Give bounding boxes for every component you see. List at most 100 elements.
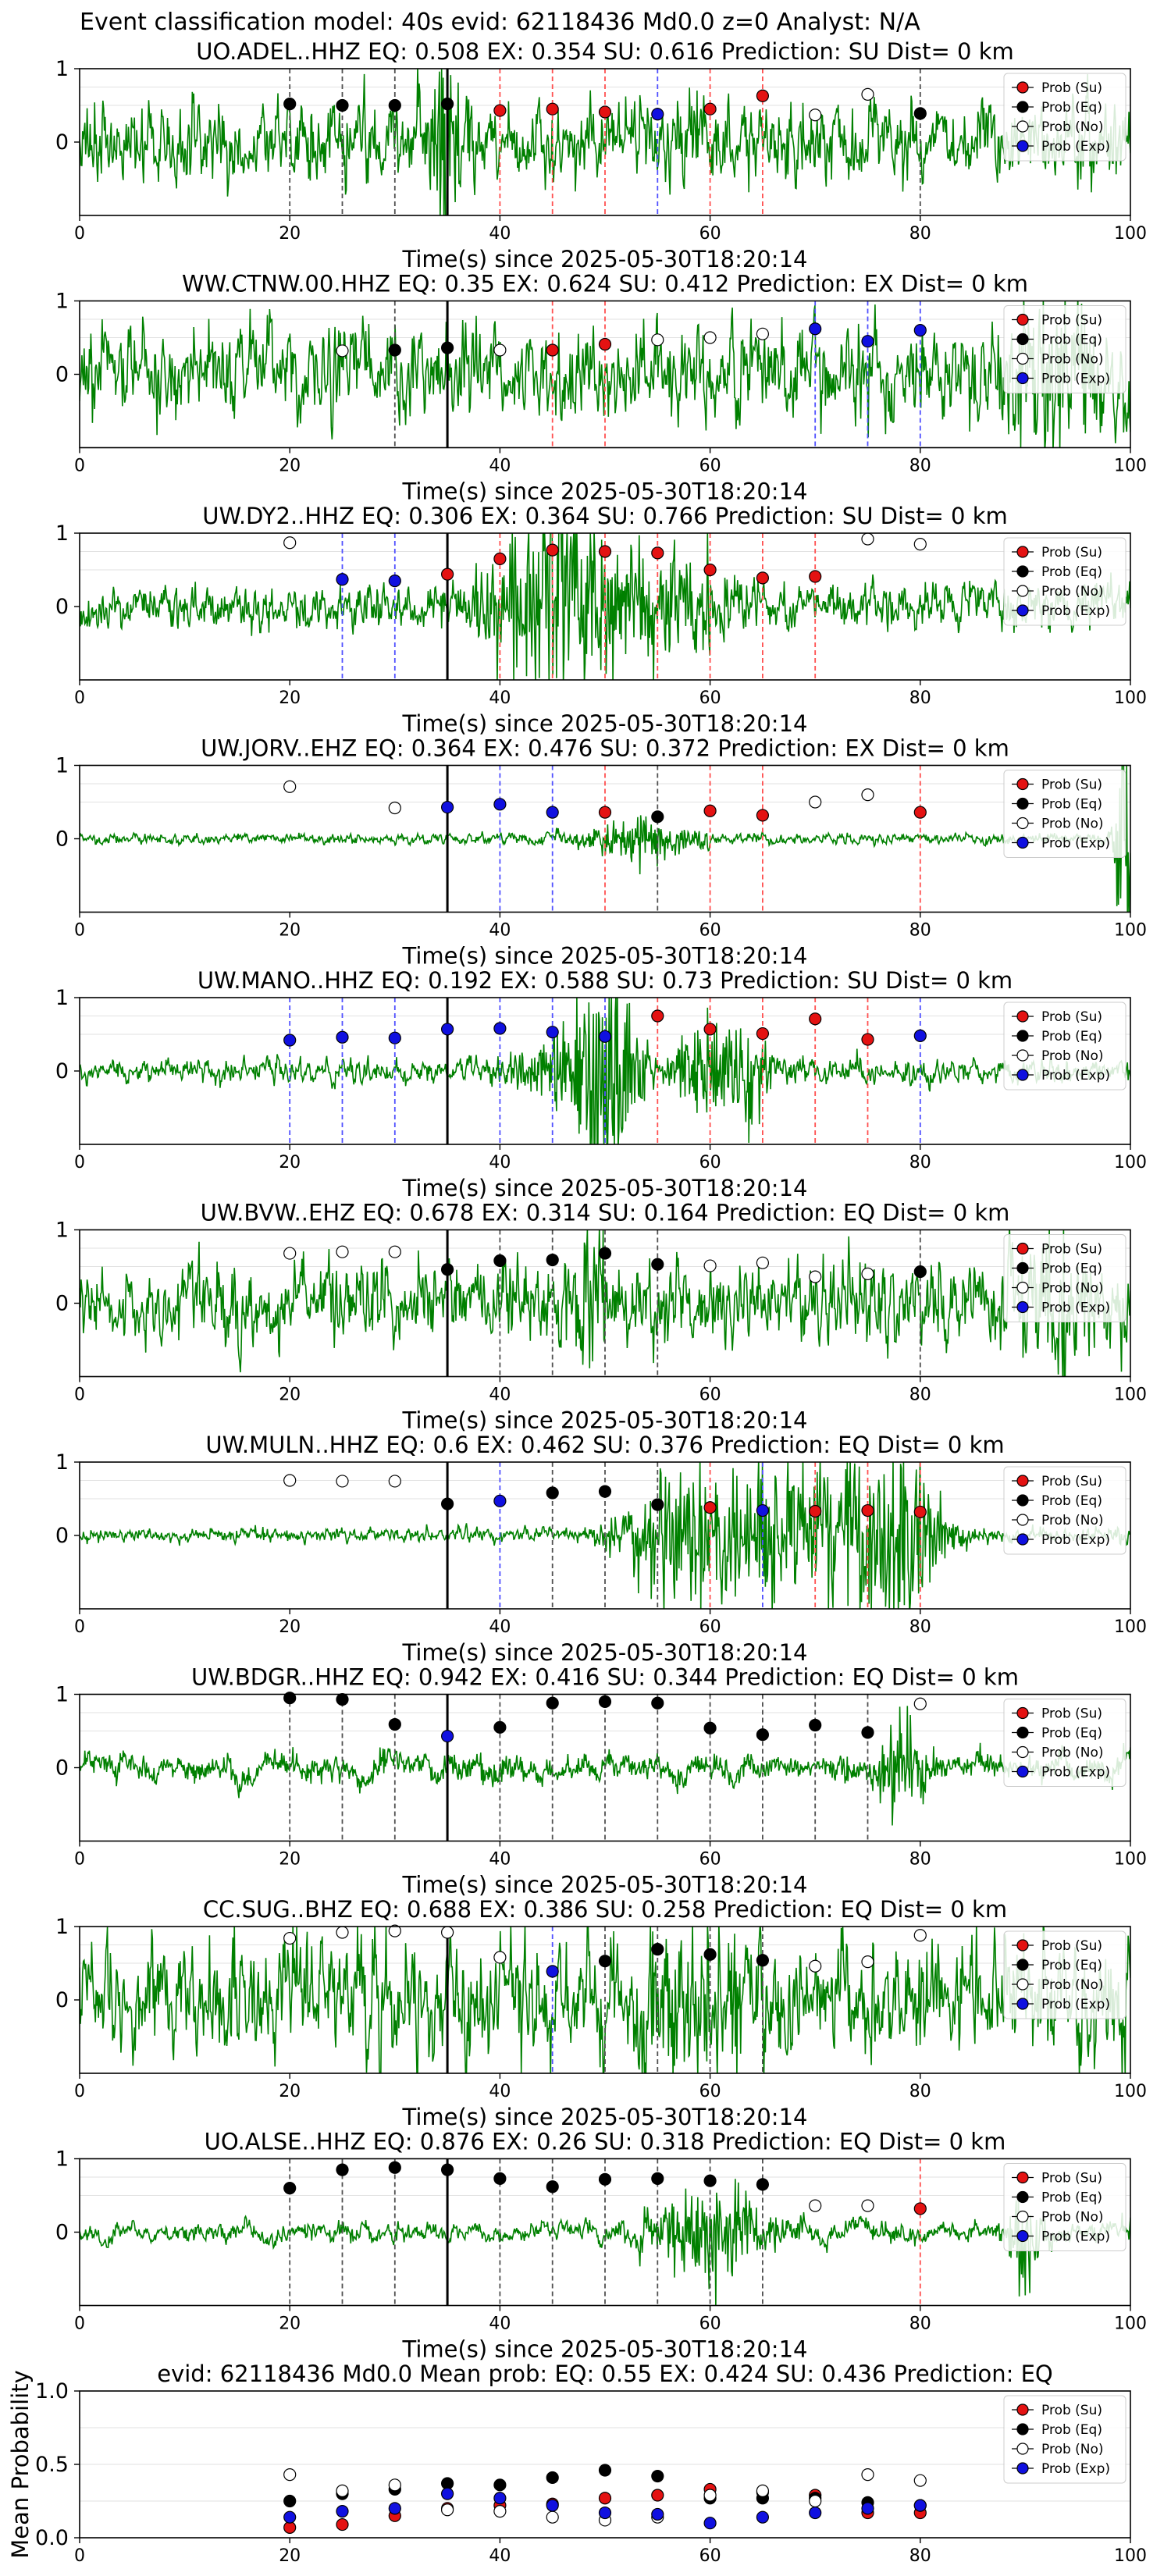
prob-point-no: [388, 1245, 401, 1258]
legend-marker-eq: [1016, 2423, 1029, 2435]
legend-label: Prob (No): [1041, 352, 1104, 368]
legend-label: Prob (No): [1041, 1513, 1104, 1528]
x-tick-label: 80: [909, 457, 931, 476]
x-tick-label: 0: [74, 2546, 85, 2566]
prob-point-no: [809, 795, 822, 809]
prob-point-no: [283, 780, 297, 793]
prob-point-su: [861, 1033, 874, 1046]
mean-point-exp: [703, 2517, 717, 2530]
prob-point-no: [493, 1951, 507, 1964]
prob-point-no: [336, 344, 349, 358]
legend-label: Prob (Eq): [1041, 797, 1102, 813]
legend-label: Prob (No): [1041, 817, 1104, 832]
legend-label: Prob (No): [1041, 584, 1104, 600]
prob-point-exp: [809, 322, 822, 336]
y-axis-label: Mean Probability: [7, 2370, 34, 2559]
legend-marker-exp: [1016, 836, 1029, 849]
prob-point-su: [756, 571, 770, 585]
panel-title: evid: 62118436 Md0.0 Mean prob: EQ: 0.55…: [157, 2361, 1053, 2387]
prob-point-eq: [388, 98, 401, 112]
y-tick-label: 0: [55, 1292, 69, 1316]
mean-point-exp: [493, 2492, 507, 2505]
x-tick-label: 60: [699, 1153, 721, 1172]
y-tick-label: 1: [55, 1219, 69, 1243]
figure-suptitle: Event classification model: 40s evid: 62…: [80, 9, 920, 36]
prob-point-su: [756, 1026, 770, 1041]
x-tick-label: 100: [1114, 921, 1147, 941]
prob-point-eq: [913, 107, 927, 120]
legend-label: Prob (Eq): [1041, 2422, 1102, 2438]
panel-title: UW.MANO..HHZ EQ: 0.192 EX: 0.588 SU: 0.7…: [198, 967, 1013, 994]
plot-area: [80, 301, 1130, 448]
x-tick-label: 20: [279, 2546, 301, 2566]
mean-point-no: [440, 2503, 454, 2517]
y-tick-label: 0: [55, 363, 69, 387]
prob-point-su: [913, 1505, 927, 1519]
y-tick-label: 1: [55, 521, 69, 546]
panel-title: CC.SUG..BHZ EQ: 0.688 EX: 0.386 SU: 0.25…: [203, 1896, 1007, 1923]
prob-point-eq: [756, 1954, 770, 1967]
prob-point-no: [913, 537, 927, 551]
legend-marker-exp: [1016, 1765, 1029, 1778]
legend-label: Prob (Su): [1041, 2171, 1102, 2186]
mean-point-su: [336, 2517, 349, 2532]
prob-point-exp: [388, 1031, 401, 1044]
mean-point-eq: [651, 2469, 664, 2483]
prob-point-eq: [598, 1955, 612, 1968]
x-tick-label: 0: [74, 1850, 85, 1870]
legend-label: Prob (Su): [1041, 1009, 1102, 1025]
x-tick-label: 100: [1114, 1386, 1147, 1405]
prob-point-su: [756, 89, 770, 102]
prob-point-eq: [440, 1497, 454, 1510]
legend-label: Prob (Exp): [1041, 1765, 1110, 1781]
legend-marker-exp: [1016, 604, 1029, 617]
legend-marker-no: [1016, 1281, 1029, 1294]
x-tick-label: 100: [1114, 1153, 1147, 1172]
prob-point-no: [913, 1697, 927, 1710]
x-tick-label: 40: [489, 224, 511, 244]
legend: Prob (Su) Prob (Eq) Prob (No) Prob (Exp): [1003, 2163, 1127, 2251]
legend: Prob (Su) Prob (Eq) Prob (No) Prob (Exp): [1003, 770, 1127, 858]
mean-point-exp: [598, 2506, 612, 2520]
prob-point-exp: [336, 573, 349, 586]
legend: Prob (Su) Prob (Eq) Prob (No) Prob (Exp): [1003, 305, 1127, 393]
panel-title: UO.ADEL..HHZ EQ: 0.508 EX: 0.354 SU: 0.6…: [196, 38, 1014, 65]
prob-point-eq: [493, 1254, 507, 1268]
x-tick-label: 20: [279, 1386, 301, 1405]
prob-point-eq: [809, 1718, 822, 1732]
x-tick-label: 60: [699, 2546, 721, 2566]
prob-point-su: [440, 568, 454, 581]
prob-point-exp: [913, 324, 927, 337]
legend-label: Prob (Su): [1041, 1474, 1102, 1489]
prob-point-no: [809, 1959, 822, 1973]
x-tick-label: 0: [74, 1386, 85, 1405]
x-tick-label: 40: [489, 2082, 511, 2101]
mean-point-su: [651, 2489, 664, 2502]
legend-box: [1003, 2395, 1127, 2484]
x-tick-label: 60: [699, 1850, 721, 1870]
x-tick-label: 0: [74, 921, 85, 941]
x-tick-label: 0: [74, 2314, 85, 2334]
legend-label: Prob (Exp): [1041, 836, 1110, 852]
prob-point-eq: [546, 1253, 559, 1267]
mean-point-exp: [283, 2510, 297, 2524]
legend-label: Prob (Exp): [1041, 2229, 1110, 2245]
x-tick-label: 100: [1114, 2546, 1147, 2566]
legend-label: Prob (Eq): [1041, 1029, 1102, 1044]
legend-marker-no: [1016, 1049, 1029, 1062]
x-tick-label: 40: [489, 1850, 511, 1870]
prob-point-eq: [440, 2163, 454, 2176]
x-tick-label: 20: [279, 688, 301, 708]
x-axis-label: Time(s) since 2025-05-30T18:20:14: [402, 1872, 808, 1898]
legend-marker-eq: [1016, 565, 1029, 578]
prob-point-eq: [493, 1720, 507, 1734]
legend-box: [1003, 1930, 1127, 2019]
prob-point-su: [493, 104, 507, 117]
prob-point-no: [703, 331, 717, 344]
legend-marker-su: [1016, 2171, 1029, 2184]
legend-label: Prob (Eq): [1041, 1493, 1102, 1509]
x-tick-label: 80: [909, 1386, 931, 1405]
prob-point-su: [809, 1504, 822, 1518]
legend-marker-su: [1016, 777, 1029, 791]
